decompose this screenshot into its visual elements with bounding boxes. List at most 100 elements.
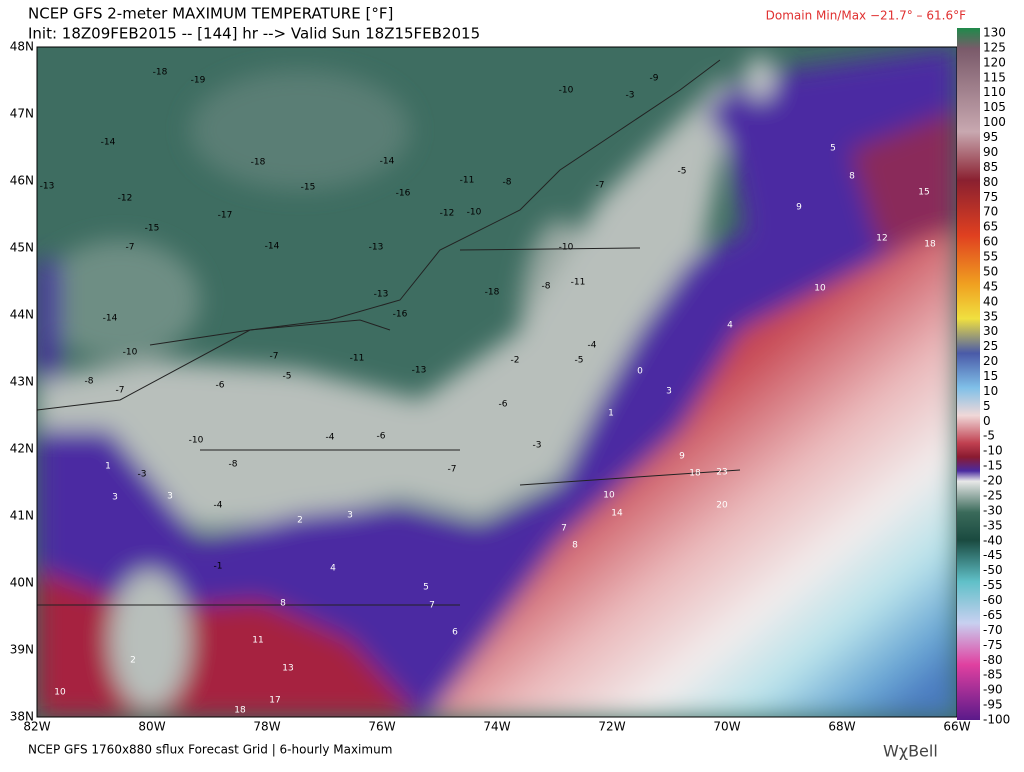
domain-minmax: Domain Min/Max −21.7° – 61.6°F: [766, 9, 966, 23]
map-value: -11: [350, 354, 365, 364]
colorbar-label: 120: [983, 55, 1006, 69]
colorbar-label: 85: [983, 160, 998, 174]
map-value: -5: [678, 167, 687, 177]
colorbar-label: -10: [983, 444, 1003, 458]
map-value: -7: [116, 386, 125, 396]
colorbar-label: 130: [983, 26, 1006, 40]
lat-label: 40N: [10, 576, 34, 590]
map-value: 7: [429, 601, 435, 611]
map-value: -11: [460, 176, 475, 186]
map-value: -10: [559, 243, 574, 253]
colorbar-label: 65: [983, 220, 998, 234]
lon-label: 72W: [598, 720, 625, 734]
colorbar-label: 35: [983, 309, 998, 323]
map-value: 17: [269, 696, 280, 706]
map-value: 4: [727, 321, 733, 331]
map-value: 15: [918, 188, 929, 198]
map-value: 2: [297, 516, 303, 526]
logo: WχBell: [883, 742, 938, 761]
map-value: 20: [716, 501, 728, 511]
colorbar: [957, 28, 980, 720]
lon-label: 68W: [828, 720, 855, 734]
colorbar-label: 10: [983, 384, 998, 398]
colorbar-label: -100: [983, 713, 1010, 727]
colorbar-label: 80: [983, 175, 998, 189]
map-value: 5: [830, 144, 836, 154]
colorbar-label: -60: [983, 593, 1003, 607]
colorbar-label: -35: [983, 518, 1003, 532]
map-value: -14: [265, 242, 280, 252]
map-value: 10: [54, 688, 66, 698]
map-value: -7: [596, 181, 605, 191]
colorbar-label: -70: [983, 623, 1003, 637]
colorbar-label: -65: [983, 608, 1003, 622]
map-value: 18: [924, 240, 936, 250]
colorbar-label: 40: [983, 294, 998, 308]
map-value: 4: [330, 564, 336, 574]
map-value: -13: [40, 182, 55, 192]
map-value: 1: [105, 462, 111, 472]
map-value: 11: [252, 636, 263, 646]
map-value: 3: [666, 387, 672, 397]
title: NCEP GFS 2-meter MAXIMUM TEMPERATURE [°F…: [28, 5, 393, 23]
map-value: -13: [374, 290, 389, 300]
map-value: -2: [511, 356, 520, 366]
map-value: -8: [85, 377, 94, 387]
map-value: 10: [603, 491, 615, 501]
colorbar-label: -40: [983, 533, 1003, 547]
colorbar-label: 20: [983, 354, 998, 368]
colorbar-label: -50: [983, 563, 1003, 577]
colorbar-label: 30: [983, 324, 998, 338]
lon-label: 80W: [138, 720, 165, 734]
lat-label: 44N: [10, 308, 34, 322]
map-value: 8: [280, 599, 286, 609]
colorbar-label: -25: [983, 488, 1003, 502]
map-value: -19: [191, 76, 206, 86]
map-value: -3: [138, 470, 147, 480]
map-value: 9: [679, 452, 685, 462]
map-value: 6: [452, 628, 458, 638]
map-value: 8: [849, 172, 855, 182]
map-value: 3: [347, 511, 353, 521]
colorbar-label: -15: [983, 459, 1003, 473]
colorbar-label: 115: [983, 70, 1006, 84]
map-value: -13: [412, 366, 427, 376]
map-value: -3: [626, 91, 635, 101]
init-line: Init: 18Z09FEB2015 -- [144] hr --> Valid…: [28, 25, 480, 43]
map-value: 9: [796, 203, 802, 213]
lat-label: 38N: [10, 710, 34, 724]
map-value: -18: [153, 68, 168, 78]
map-value: 12: [876, 234, 887, 244]
map-value: 1: [608, 409, 614, 419]
lon-label: 74W: [483, 720, 510, 734]
map-value: -8: [542, 282, 551, 292]
footer: NCEP GFS 1760x880 sflux Forecast Grid | …: [28, 743, 392, 757]
map-value: -3: [533, 441, 542, 451]
colorbar-label: -5: [983, 429, 995, 443]
colorbar-label: 90: [983, 145, 998, 159]
map-value: -7: [270, 352, 279, 362]
map-value: -4: [214, 501, 223, 511]
lat-label: 42N: [10, 442, 34, 456]
colorbar-label: 110: [983, 85, 1006, 99]
colorbar-label: 55: [983, 250, 998, 264]
lon-label: 78W: [253, 720, 280, 734]
map-value: 7: [561, 524, 567, 534]
map-value: -16: [396, 189, 411, 199]
map-value: 23: [716, 468, 727, 478]
map-value: 3: [112, 493, 118, 503]
colorbar-label: -55: [983, 578, 1003, 592]
colorbar-label: 95: [983, 130, 998, 144]
map-value: 3: [167, 492, 173, 502]
lon-label: 76W: [368, 720, 395, 734]
map-value: -18: [485, 288, 500, 298]
map-value: -4: [326, 433, 335, 443]
map-value: -14: [103, 314, 118, 324]
lat-label: 46N: [10, 174, 34, 188]
map-value: -15: [145, 224, 160, 234]
map-value: 8: [572, 541, 578, 551]
lat-label: 48N: [10, 40, 34, 54]
map-value: -10: [559, 86, 574, 96]
colorbar-label: -75: [983, 638, 1003, 652]
